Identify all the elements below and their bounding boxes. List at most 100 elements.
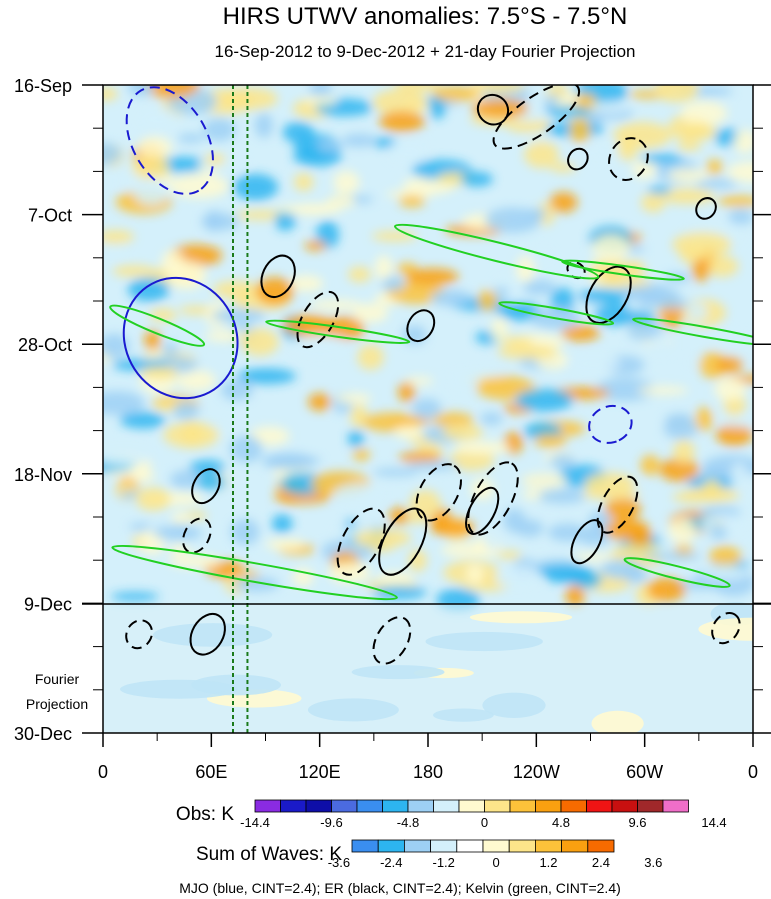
warm-anomaly-patch: [274, 205, 329, 214]
warm-anomaly-patch: [176, 369, 216, 391]
er-contour: [467, 461, 519, 536]
warm-anomaly-patch: [274, 489, 331, 504]
cool-anomaly-patch: [709, 526, 728, 540]
er-contour: [567, 147, 589, 171]
warm-anomaly-patch: [309, 299, 363, 310]
projection-anomaly-patch: [191, 674, 281, 696]
cool-anomaly-patch: [640, 153, 683, 164]
colorbar-swatch: [382, 799, 409, 813]
cool-anomaly-patch: [274, 209, 296, 231]
warm-anomaly-patch: [637, 386, 689, 395]
cool-anomaly-patch: [271, 514, 293, 533]
warm-anomaly-patch: [204, 153, 227, 165]
warm-anomaly-patch: [379, 110, 426, 132]
colorbar-tick-label: -1.2: [432, 855, 454, 870]
cool-anomaly-patch: [373, 137, 398, 148]
warm-anomaly-patch: [144, 330, 161, 351]
warm-anomaly-patch: [168, 554, 222, 568]
warm-anomaly-patch: [497, 344, 558, 360]
obs-colorbar-label: Obs: K: [176, 804, 234, 825]
projection-anomaly-patch: [433, 708, 494, 722]
er-contour: [182, 517, 212, 554]
colorbar-swatch: [535, 839, 563, 853]
x-tick-label: 0: [98, 762, 108, 782]
warm-anomaly-patch: [726, 161, 753, 183]
colorbar-swatch: [561, 839, 589, 853]
warm-anomaly-patch: [335, 393, 372, 404]
er-contour: [465, 486, 500, 535]
cool-anomaly-patch: [589, 101, 632, 113]
colorbar-swatch: [456, 839, 484, 853]
cool-anomaly-patch: [280, 472, 325, 496]
cool-anomaly-patch: [484, 207, 542, 233]
cool-anomaly-patch: [549, 453, 575, 469]
warm-anomaly-patch: [691, 258, 710, 282]
warm-anomaly-patch: [659, 458, 700, 482]
warm-anomaly-patch: [705, 255, 739, 277]
kelvin-contour: [393, 223, 600, 280]
warm-anomaly-patch: [565, 584, 585, 607]
warm-anomaly-patch: [534, 434, 567, 448]
warm-anomaly-patch: [357, 344, 384, 370]
warm-anomaly-patch: [680, 122, 717, 141]
projection-anomaly-patch: [482, 692, 546, 718]
er-contour: [336, 507, 386, 576]
warm-anomaly-patch: [386, 190, 435, 199]
colorbar-swatch: [484, 799, 511, 813]
kelvin-contour: [623, 557, 731, 588]
colorbar-swatch: [508, 839, 536, 853]
warm-anomaly-patch: [169, 174, 230, 199]
warm-anomaly-patch: [680, 100, 728, 126]
er-contour: [296, 290, 340, 349]
warm-anomaly-patch: [516, 255, 535, 283]
mjo-contour: [125, 86, 214, 195]
colorbar-tick-label: 3.6: [644, 855, 662, 870]
warm-anomaly-patch: [432, 86, 481, 102]
cool-anomaly-patch: [317, 141, 344, 152]
colorbar-swatch: [560, 799, 587, 813]
colorbar-tick-label: -4.8: [397, 815, 419, 830]
warm-anomaly-patch: [668, 168, 709, 183]
warm-anomaly-patch: [668, 517, 697, 544]
warm-anomaly-patch: [695, 407, 713, 432]
warm-anomaly-patch: [433, 519, 475, 537]
colorbar-swatch: [535, 799, 562, 813]
er-contour: [372, 616, 412, 665]
cool-anomaly-patch: [515, 388, 574, 412]
x-tick-label: 120E: [299, 762, 341, 782]
mjo-series: [122, 86, 633, 444]
kelvin-contour: [632, 317, 753, 347]
colorbar-tick-label: 9.6: [628, 815, 646, 830]
er-contour: [585, 265, 632, 324]
cool-anomaly-patch: [333, 525, 353, 540]
warm-anomaly-patch: [471, 98, 529, 119]
colorbar-swatch: [509, 799, 536, 813]
warm-anomaly-patch: [592, 234, 630, 261]
warm-anomaly-patch: [453, 441, 511, 455]
warm-anomaly-patch: [641, 193, 665, 213]
cool-anomaly-patch: [103, 391, 145, 415]
cool-anomaly-patch: [492, 287, 510, 298]
cool-anomaly-patch: [545, 106, 592, 118]
er-contour: [378, 507, 428, 576]
warm-anomaly-patch: [408, 549, 427, 572]
warm-anomaly-patch: [167, 261, 207, 290]
warm-anomaly-patch: [673, 439, 695, 464]
warm-anomaly-patch: [398, 195, 426, 208]
cool-anomaly-patch: [309, 85, 332, 100]
y-tick-label: 18-Nov: [14, 465, 72, 485]
warm-anomaly-patch: [592, 279, 653, 288]
cool-anomaly-patch: [565, 355, 621, 372]
cool-anomaly-patch: [428, 93, 446, 120]
cool-anomaly-patch: [600, 559, 643, 580]
cool-anomaly-patch: [372, 585, 427, 600]
waves-colorbar: -3.6 -2.4 -1.2 0 1.2 2.4 3.6: [328, 839, 662, 870]
colorbar-swatch: [356, 799, 383, 813]
colorbar-tick-label: -14.4: [240, 815, 270, 830]
colorbar-tick-label: -2.4: [380, 855, 402, 870]
cool-anomaly-patch: [119, 411, 166, 429]
cool-anomaly-patch: [570, 571, 603, 589]
obs-colorbar: -14.4 -9.6 -4.8 0 4.8 9.6 14.4: [240, 799, 727, 830]
cool-anomaly-patch: [702, 565, 748, 581]
reference-longitude-lines: [232, 85, 249, 733]
